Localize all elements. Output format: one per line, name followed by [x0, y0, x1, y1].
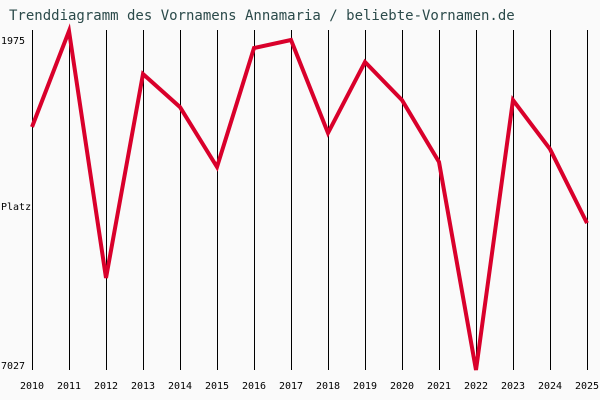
x-tick-label: 2014 [167, 381, 193, 392]
y-axis-top-label: 1975 [1, 36, 26, 47]
trend-line [30, 23, 589, 371]
x-tick-label: 2015 [204, 381, 230, 392]
x-tick-label: 2013 [130, 381, 156, 392]
x-tick-label: 2024 [537, 381, 563, 392]
chart-title: Trenddiagramm des Vornamens Annamaria / … [9, 8, 515, 24]
x-tick-label: 2010 [19, 381, 45, 392]
x-tick-label: 2023 [500, 381, 526, 392]
x-tick-label: 2020 [389, 381, 415, 392]
x-tick-label: 2012 [93, 381, 119, 392]
x-tick-label: 2011 [56, 381, 82, 392]
x-tick-label: 2022 [463, 381, 489, 392]
x-tick-label: 2019 [352, 381, 378, 392]
x-tick-label: 2018 [315, 381, 341, 392]
vertical-gridlines [32, 30, 588, 370]
x-tick-label: 2021 [426, 381, 452, 392]
x-tick-label: 2025 [574, 381, 600, 392]
x-tick-label: 2016 [241, 381, 267, 392]
y-axis-bottom-label: 7027 [1, 361, 26, 372]
y-axis-title: Platz [1, 202, 32, 213]
x-tick-label: 2017 [278, 381, 304, 392]
